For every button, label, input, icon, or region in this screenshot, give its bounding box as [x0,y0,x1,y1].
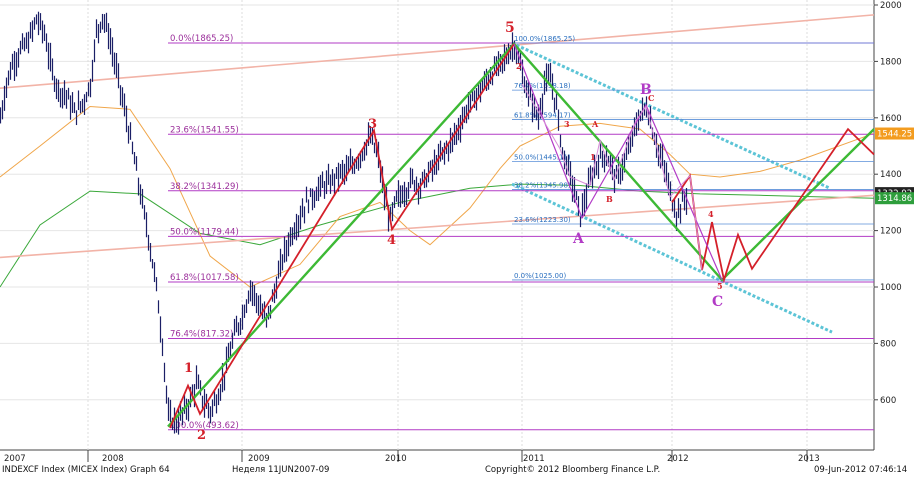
y-tick-label: 1000 [880,283,902,293]
wave-label-a: A [572,231,585,247]
last-value-tag-label: 1314.86 [877,194,912,204]
fib-inner-level-label: 0.0%(1025.00) [514,272,566,280]
y-tick-label: 1800 [880,57,902,67]
channel-upper-line [511,41,831,190]
fib-level-label: 100.0%(493.62) [170,421,239,431]
sub-wave-label: 5 [717,281,723,291]
footer-period: Неделя 11JUN2007-09 [232,465,329,475]
last-value-tag-bg [875,127,914,140]
wave-abc-line [513,43,723,281]
fib-inner-level-label: 100.0%(1865.25) [514,35,575,43]
x-tick-label: 2011 [523,454,545,464]
y-tick-label: 2000 [880,1,902,11]
fib-inner-level-label: 23.6%(1223.30) [514,216,571,224]
wave-lines [167,42,875,429]
y-tick-label: 1400 [880,170,902,180]
plot-background [0,0,874,450]
fib-level-label: 23.6%(1541.55) [170,125,239,135]
wave-label-2: 2 [197,428,206,443]
sub-wave-label: 1 [590,152,596,162]
sub-wave-label: 2 [516,61,522,71]
x-tick-label: 2013 [798,454,820,464]
fibonacci-levels: 0.0%(1865.25) 23.6%(1541.55) 38.2%(1341.29… [168,34,874,431]
sub-wave-label: B [606,194,613,204]
fib-inner-level-label: 38.2%(1345.98) [514,181,571,189]
footer-timestamp: 09-Jun-2012 07:46:14 [814,465,907,475]
y-tick-label: 1200 [880,227,902,237]
wave-red-impulse [169,43,515,429]
trend-lines [0,14,875,334]
long-term-lower-trendline [0,194,875,259]
footer-copyright: Copyright© 2012 Bloomberg Finance L.P. [485,465,660,475]
x-tick-label: 2010 [385,454,407,464]
moving-average-short [0,105,875,288]
sub-wave-label: A [591,119,599,129]
wave-label-3: 3 [368,117,377,132]
x-tick-label: 2007 [4,454,26,464]
sub-wave-label: 3 [564,119,570,129]
channel-lower-line [511,182,833,334]
fib-level-label: 50.0%(1179.44) [170,227,239,237]
fib-level-label: 0.0%(1865.25) [170,34,233,44]
last-value-tag-label: 1544.25 [877,130,912,140]
wave-abc-sub-line [521,83,703,271]
wave-label-1: 1 [184,361,193,376]
wave-green-primary [167,42,875,428]
x-tick-label: 2009 [248,454,270,464]
last-value-tag: 1314.86 [875,192,914,205]
y-tick-label: 800 [880,339,896,349]
y-axis-ticks: 2000 1800 1600 1400 1200 1000 800 600 [874,1,902,406]
last-value-tag: 1544.25 [875,127,914,140]
fib-inner-level-label: 50.0%(1445.11) [514,153,571,161]
fib-level-label: 76.4%(817.32) [170,330,233,340]
last-value-tags: 1544.251332.921314.86 [875,127,914,205]
footer-index-name: INDEXCF Index (MICEX Index) Graph 64 [2,465,170,475]
last-value-tag-bg [875,192,914,205]
x-tick-label: 2012 [667,454,689,464]
x-tick-label: 2008 [102,454,124,464]
y-tick-label: 1600 [880,114,902,124]
sub-wave-label: 4 [708,209,714,219]
sub-wave-label: C [648,93,654,103]
wave-label-c: C [712,294,723,310]
fib-inner-level-label: 76.4%(1698.18) [514,82,571,90]
wave-label-b: B [640,82,652,98]
long-term-upper-trendline [0,14,875,89]
fib-level-label: 38.2%(1341.29) [170,182,239,192]
y-tick-label: 600 [880,396,896,406]
fib-level-label: 61.8%(1017.58) [170,273,239,283]
x-axis-ticks: 2007 2008 2009 2010 2011 2012 2013 [4,454,820,464]
wave-label-4: 4 [387,233,396,248]
wave-label-5: 5 [505,20,515,36]
